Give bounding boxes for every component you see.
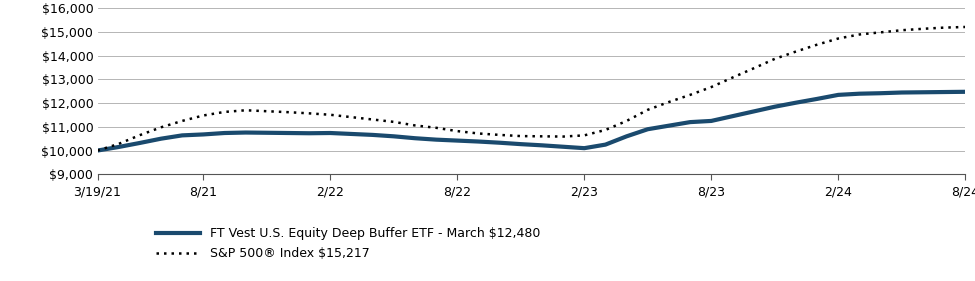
Legend: FT Vest U.S. Equity Deep Buffer ETF - March $12,480, S&P 500® Index $15,217: FT Vest U.S. Equity Deep Buffer ETF - Ma… xyxy=(156,227,540,260)
